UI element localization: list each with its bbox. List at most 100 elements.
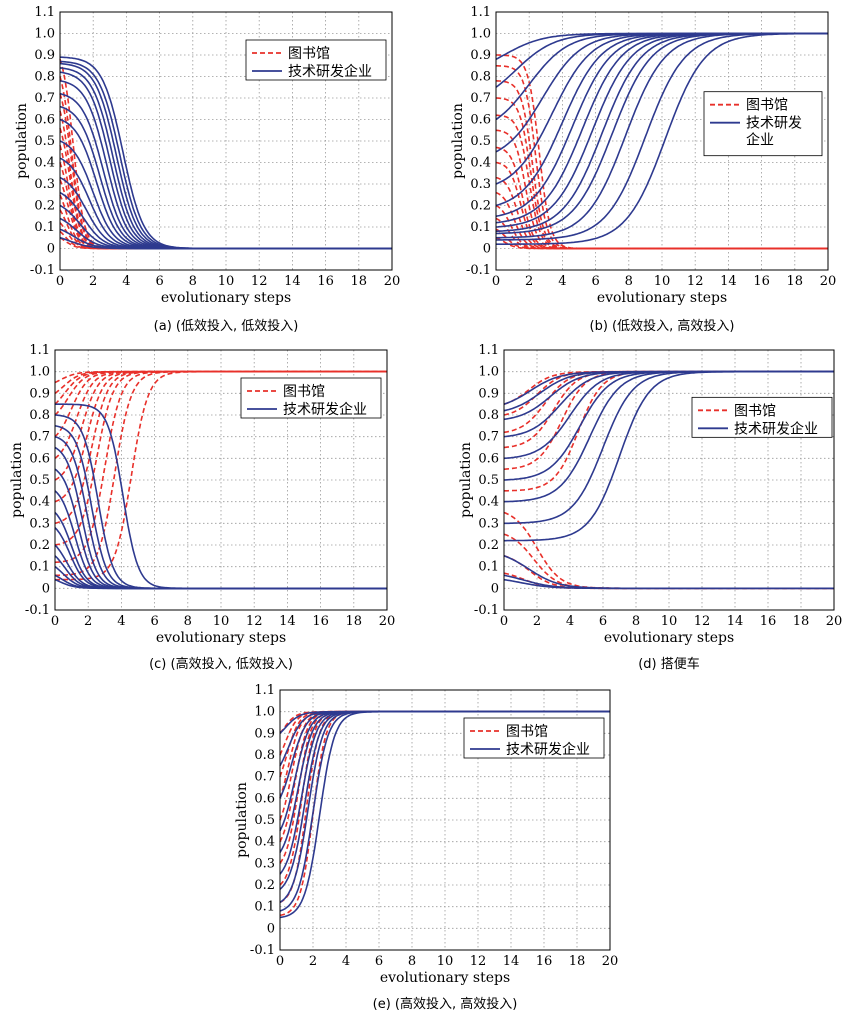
x-tick-label: 20	[384, 274, 401, 289]
y-tick-label: 0.1	[478, 560, 499, 575]
x-tick-label: 12	[470, 954, 487, 969]
legend-label: 技术研发企业	[283, 401, 367, 418]
enterprise-curve	[503, 578, 834, 590]
y-tick-label: 0.7	[254, 770, 275, 785]
y-tick-label: 1.0	[34, 27, 55, 42]
y-tick-label: 0.5	[478, 473, 499, 488]
x-tick-label: 10	[213, 614, 230, 629]
y-tick-label: 0	[267, 921, 275, 936]
x-tick-label: 4	[558, 274, 566, 289]
y-tick-label: 1.0	[254, 705, 275, 720]
y-tick-label: 0.3	[29, 516, 50, 531]
x-tick-label: 2	[84, 614, 92, 629]
x-tick-label: 4	[117, 614, 125, 629]
y-tick-label: 0.6	[470, 113, 491, 128]
legend-label: 技术研发	[746, 116, 802, 132]
y-tick-label: 1.1	[470, 5, 491, 20]
y-tick-label: 0.6	[254, 791, 275, 806]
chart-panel-a: 0 2 4 6 8 10 12 14 16 18 20 -0.1 0 0.1 0.2 0.3 0.4 0.5 0.6…	[0, 0, 420, 340]
x-tick-label: 0	[51, 614, 59, 629]
x-tick-label: 12	[246, 614, 263, 629]
chart-c: 0 2 4 6 8 10 12 14 16 18 20-0.100.10.20.30.40.50.6…	[9, 343, 395, 646]
library-curve	[495, 237, 828, 250]
library-curve	[55, 370, 387, 581]
y-axis-label: population	[234, 782, 250, 858]
x-tick-label: 8	[632, 614, 640, 629]
legend-box	[463, 717, 605, 759]
x-tick-label: 18	[351, 274, 368, 289]
legend-label: 企业	[746, 132, 774, 149]
x-tick-label: 8	[408, 954, 416, 969]
y-tick-label: 0.1	[29, 560, 50, 575]
x-tick-label: 14	[720, 274, 737, 289]
chart-panel-c: 0 2 4 6 8 10 12 14 16 18 20 -0.1 0 0.1 0.2 0.3 0.4 0.5 0.6…	[0, 340, 420, 680]
y-tick-label: 0.2	[29, 538, 50, 553]
plot-frame	[279, 689, 611, 951]
y-tick-label: 0.7	[29, 430, 50, 445]
enterprise-curve	[54, 578, 387, 590]
y-axis-label: population	[9, 442, 25, 518]
x-tick-label: 8	[625, 274, 633, 289]
legend-box	[703, 91, 823, 157]
y-axis-label: population	[450, 103, 466, 179]
y-tick-label: 0.8	[470, 70, 491, 85]
x-tick-label: 10	[661, 614, 678, 629]
x-tick-label: 0	[56, 274, 64, 289]
x-tick-label: 16	[536, 954, 553, 969]
y-tick-label: -0.1	[250, 943, 275, 958]
chart-panel-e: 0 2 4 6 8 10 12 14 16 18 20 -0.1 0 0.1 0.2 0.3 0.4 0.5 0.6…	[220, 680, 640, 1017]
y-tick-label: 0.4	[470, 156, 491, 171]
x-tick-label: 8	[189, 274, 197, 289]
chart-e: 0 2 4 6 8 10 12 14 16 18 20-0.100.10.20.30.40.50.6…	[234, 683, 619, 986]
y-tick-label: 0	[483, 242, 491, 257]
x-tick-label: 20	[602, 954, 619, 969]
plot-frame	[503, 349, 835, 611]
x-tick-label: 8	[184, 614, 192, 629]
chart-d: 0 2 4 6 8 10 12 14 16 18 20-0.100.10.20.30.40.50.6…	[458, 343, 842, 646]
y-tick-label: 0.6	[34, 113, 55, 128]
chart-caption-d: (d) 搭便车	[638, 657, 700, 672]
y-tick-label: 1.0	[29, 365, 50, 380]
x-tick-label: 16	[760, 614, 777, 629]
y-tick-label: 0.5	[254, 813, 275, 828]
x-tick-label: 20	[820, 274, 837, 289]
x-tick-label: 16	[317, 274, 334, 289]
x-tick-label: 2	[525, 274, 533, 289]
y-axis-label: population	[458, 442, 474, 518]
chart-caption-b: (b) (低效投入, 高效投入)	[589, 319, 735, 334]
x-tick-label: 2	[89, 274, 97, 289]
y-tick-label: 1.1	[478, 343, 499, 358]
y-tick-label: 0.8	[34, 70, 55, 85]
y-tick-label: -0.1	[474, 603, 499, 618]
y-tick-label: 0.3	[478, 516, 499, 531]
x-tick-label: 18	[787, 274, 804, 289]
chart-b: 0 2 4 6 8 10 12 14 16 18 20-0.100.10.20.30.40.50.6…	[450, 5, 837, 306]
x-tick-label: 0	[492, 274, 500, 289]
legend-box	[691, 396, 833, 438]
plot-frame	[495, 11, 829, 271]
x-tick-label: 0	[500, 614, 508, 629]
x-tick-label: 12	[687, 274, 704, 289]
y-tick-label: -0.1	[25, 603, 50, 618]
enterprise-curve	[495, 32, 828, 61]
y-tick-label: 0.4	[29, 495, 50, 510]
y-tick-label: 0	[491, 581, 499, 596]
y-tick-label: 1.0	[478, 365, 499, 380]
y-tick-label: 0.9	[34, 48, 55, 63]
x-tick-label: 2	[533, 614, 541, 629]
legend-label: 图书馆	[283, 384, 325, 400]
y-tick-label: 0.9	[470, 48, 491, 63]
chart-caption-c: (c) (高效投入, 低效投入)	[149, 657, 293, 672]
y-tick-label: 0.9	[254, 726, 275, 741]
x-tick-label: 6	[155, 274, 163, 289]
x-tick-label: 6	[375, 954, 383, 969]
y-tick-label: 1.1	[29, 343, 50, 358]
y-tick-label: 0.7	[34, 91, 55, 106]
x-tick-label: 4	[566, 614, 574, 629]
x-tick-label: 6	[591, 274, 599, 289]
enterprise-curve	[59, 237, 392, 250]
y-tick-label: 0.2	[34, 199, 55, 214]
